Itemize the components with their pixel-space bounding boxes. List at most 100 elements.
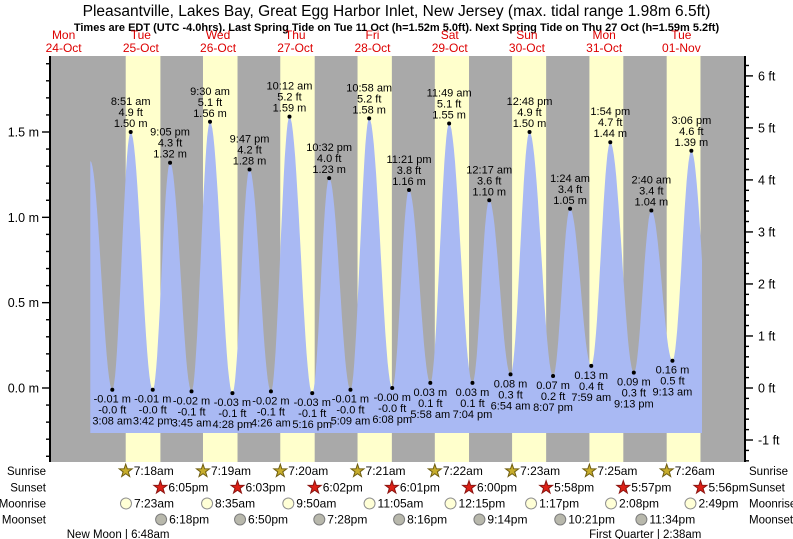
tide-extreme-point [247,167,252,172]
sunrise-time: 7:25am [597,464,637,478]
sunset-icon [383,479,400,495]
sunset-icon [692,479,709,495]
day-header: Sat 29-Oct [431,28,468,55]
low-tide-label: -0.03 m -0.1 ft 5:16 pm [292,397,332,431]
tide-extreme-point [649,208,654,213]
low-tide-label: -0.01 m -0.0 ft 5:09 am [331,394,371,428]
sunset-time: 6:01pm [400,481,440,495]
sunset-icon [306,479,323,495]
tide-extreme-point [208,119,213,124]
sunrise-icon [426,462,443,478]
moonset-time: 7:28pm [327,513,367,527]
astro-row-label-right: Sunrise [749,466,788,478]
low-tide-label: 0.03 m 0.1 ft 5:58 am [410,387,450,421]
y-axis-label-m: 1.0 m [8,211,39,225]
high-tide-label: 9:30 am 5.1 ft 1.56 m [190,86,230,120]
tide-extreme-point [128,129,133,134]
y-axis-label-m: 1.5 m [8,125,39,139]
moon-phase-annotation: New Moon | 6:48am [67,529,170,539]
moonrise-time: 2:49pm [698,497,738,511]
tide-extreme-point [631,370,636,375]
page-subtitle: Times are EDT (UTC -4.0hrs). Last Spring… [73,22,720,34]
y-axis-label-m: 0.5 m [8,296,39,310]
tide-extreme-point [568,206,573,211]
low-tide-label: -0.00 m -0.0 ft 6:08 pm [372,392,412,426]
high-tide-label: 12:17 am 3.6 ft 1.10 m [466,164,512,198]
sunrise-icon [195,462,211,478]
high-tide-label: 9:05 pm 4.3 ft 1.32 m [150,127,190,161]
low-tide-label: -0.01 m -0.0 ft 3:08 am [92,394,132,428]
tide-extreme-point [527,129,532,134]
high-tide-label: 1:54 pm 4.7 ft 1.44 m [590,106,630,140]
moonset-icon [313,513,326,526]
moonset-time: 11:34pm [649,513,695,527]
low-tide-label: 0.08 m 0.3 ft 6:54 am [491,378,531,412]
y-axis-label-ft: 1 ft [758,329,776,343]
high-tide-label: 1:24 am 3.4 ft 1.05 m [550,173,590,207]
sunset-time: 6:03pm [246,481,286,495]
tide-extreme-point [230,391,235,396]
sunset-icon [615,479,632,495]
astro-row-label-right: Sunset [749,483,786,495]
tide-extreme-point [390,386,395,390]
high-tide-label: 10:58 am 5.2 ft 1.58 m [346,82,392,116]
astro-row-label-right: Moonrise [749,499,793,511]
sunset-icon [538,479,555,495]
moonset-icon [393,513,406,526]
moon-phase-annotation: First Quarter | 2:38am [589,529,701,539]
tide-extreme-point [407,188,412,193]
tide-extreme-point [310,391,315,396]
tide-extreme-point [551,374,556,379]
astro-row-label-left: Moonset [2,515,47,527]
moonrise-time: 9:50am [296,497,336,511]
sunset-time: 5:58pm [554,481,594,495]
y-axis-label-ft: 6 ft [758,69,776,83]
tide-extreme-point [670,358,675,363]
day-header: Wed 26-Oct [200,28,237,55]
low-tide-label: -0.02 m -0.1 ft 4:26 am [251,395,291,429]
high-tide-label: 10:12 am 5.2 ft 1.59 m [267,81,313,115]
tide-extreme-point [487,198,492,203]
moonrise-icon [525,497,538,510]
astro-row-label-right: Moonset [749,515,793,527]
tide-extreme-point [287,114,292,119]
high-tide-label: 11:21 pm 3.8 ft 1.16 m [386,154,431,188]
sunrise-icon [272,462,289,478]
low-tide-label: 0.09 m 0.3 ft 9:13 pm [614,377,654,411]
low-tide-label: -0.02 m -0.1 ft 3:45 am [172,395,212,429]
astro-row-label-left: Sunset [10,483,47,495]
low-tide-label: 0.13 m 0.4 ft 7:59 am [571,370,611,404]
y-axis-label-ft: 5 ft [758,121,776,135]
high-tide-label: 8:51 am 4.9 ft 1.50 m [111,96,151,130]
sunset-time: 5:56pm [708,481,748,495]
tide-extreme-point [589,363,594,368]
day-header: Thu 27-Oct [277,28,314,55]
moonrise-icon [605,497,618,510]
tide-extreme-point [447,121,452,126]
sunset-icon [461,479,477,495]
sunrise-time: 7:23am [520,464,560,478]
day-header: Sun 30-Oct [508,28,545,55]
sunrise-icon [504,462,521,478]
moonset-icon [234,513,247,526]
sunset-time: 6:02pm [323,481,363,495]
page-title: Pleasantville, Lakes Bay, Great Egg Harb… [82,3,711,20]
y-axis-label-ft: -1 ft [758,434,780,448]
moonrise-time: 8:35am [215,497,255,511]
moonrise-time: 12:15pm [459,497,506,511]
tide-extreme-point [189,389,194,394]
moonrise-icon [444,497,457,510]
moonrise-icon [201,497,214,510]
moonset-icon [554,513,567,526]
moonrise-icon [119,497,132,510]
tide-extreme-point [348,387,353,392]
tide-extreme-point [110,387,115,392]
sunrise-time: 7:18am [134,464,174,478]
y-axis-label-ft: 2 ft [758,277,776,291]
high-tide-label: 2:40 am 3.4 ft 1.04 m [631,175,671,209]
tide-extreme-point [367,116,372,121]
low-tide-label: -0.01 m -0.0 ft 3:42 pm [133,394,173,428]
y-axis-label-ft: 4 ft [758,173,776,187]
day-header: Fri 28-Oct [354,28,391,55]
sunrise-icon [581,462,598,478]
